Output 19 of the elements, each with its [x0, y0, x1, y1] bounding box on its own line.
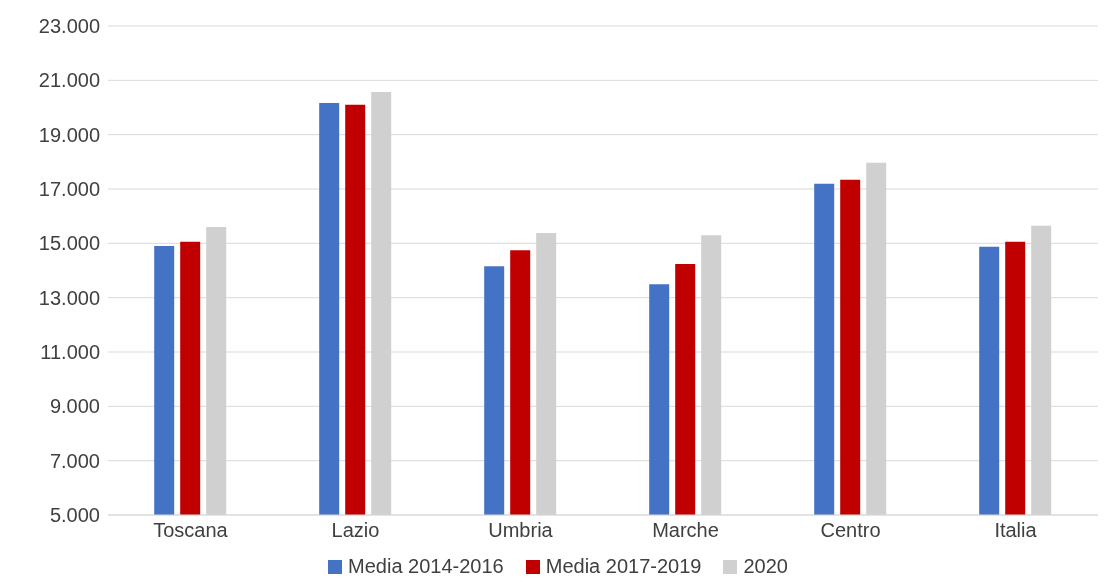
x-tick-label: Centro: [820, 519, 881, 542]
y-tick-label: 5.000: [49, 504, 100, 527]
y-tick-label: 9.000: [49, 395, 100, 418]
y-tick-label: 7.000: [49, 449, 100, 472]
y-tick-label: 23.000: [38, 15, 100, 38]
y-tick-label: 19.000: [38, 123, 100, 146]
y-tick-label: 21.000: [38, 69, 100, 92]
x-tick-label: Lazio: [331, 519, 380, 542]
y-tick-label: 15.000: [38, 232, 100, 255]
legend-label: Media 2017-2019: [545, 555, 702, 578]
x-tick-label: Toscana: [153, 519, 229, 542]
y-tick-label: 11.000: [40, 341, 100, 364]
x-tick-label: Umbria: [488, 519, 554, 542]
legend-label: 2020: [743, 555, 788, 578]
x-tick-label: Italia: [994, 519, 1038, 542]
y-tick-label: 17.000: [38, 178, 100, 201]
y-tick-label: 13.000: [38, 286, 100, 309]
legend-label: Media 2014-2016: [348, 555, 504, 578]
x-tick-label: Marche: [652, 519, 719, 542]
